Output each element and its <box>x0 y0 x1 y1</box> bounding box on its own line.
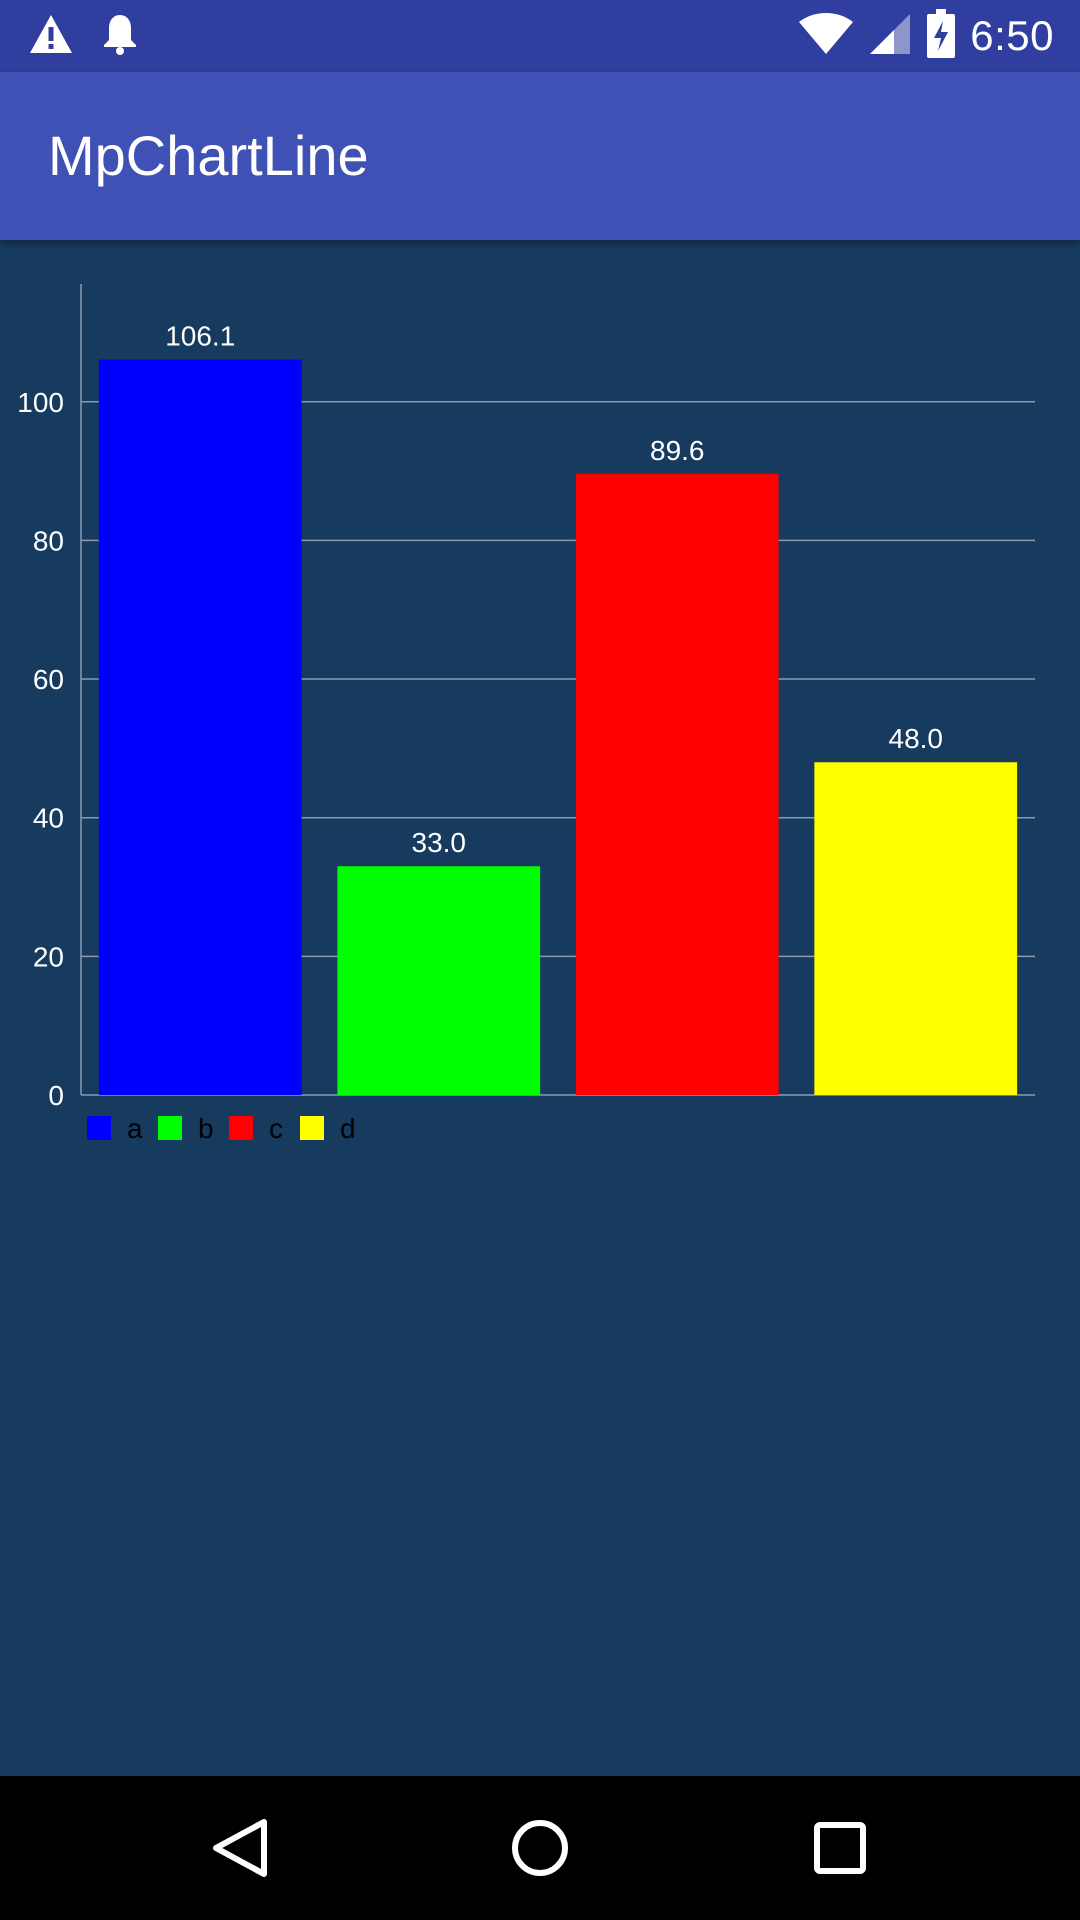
bar-b[interactable] <box>337 866 541 1095</box>
home-button[interactable] <box>504 1812 576 1884</box>
back-button[interactable] <box>204 1812 276 1884</box>
bar-value-label: 33.0 <box>412 827 467 858</box>
bar-a[interactable] <box>98 359 302 1095</box>
app-title: MpChartLine <box>48 124 369 187</box>
y-tick-label: 100 <box>17 387 64 418</box>
legend-label-c: c <box>269 1113 283 1144</box>
bar-value-label: 48.0 <box>889 723 944 754</box>
legend-label-b: b <box>198 1113 214 1144</box>
bar-d[interactable] <box>814 762 1018 1095</box>
recents-icon <box>814 1822 866 1874</box>
wifi-icon <box>798 12 854 60</box>
y-tick-label: 20 <box>33 941 64 972</box>
home-icon <box>512 1820 568 1876</box>
back-icon <box>213 1819 267 1877</box>
cell-signal-icon <box>868 12 912 60</box>
navigation-bar <box>0 1776 1080 1920</box>
status-right-icons: 6:50 <box>798 9 1054 63</box>
warning-icon <box>28 13 74 59</box>
status-time: 6:50 <box>970 12 1054 59</box>
y-tick-label: 80 <box>33 525 64 556</box>
battery-charging-icon <box>926 9 956 63</box>
status-bar: 6:50 <box>0 0 1080 72</box>
app-bar: MpChartLine <box>0 72 1080 240</box>
legend-swatch-b <box>158 1116 182 1140</box>
status-left-icons <box>28 14 138 58</box>
y-tick-label: 60 <box>33 664 64 695</box>
legend-swatch-a <box>87 1116 111 1140</box>
content-area: 0 20 40 60 80 100 106.1 33.0 89.6 48.0 a b c d <box>0 240 1080 1776</box>
legend-swatch-d <box>300 1116 324 1140</box>
legend-swatch-c <box>229 1116 253 1140</box>
bar-c[interactable] <box>575 473 779 1095</box>
bar-chart[interactable]: 0 20 40 60 80 100 106.1 33.0 89.6 48.0 a b c d <box>0 240 1080 1776</box>
y-tick-label: 40 <box>33 803 64 834</box>
legend-label-d: d <box>340 1113 356 1144</box>
notification-bell-icon <box>102 13 138 59</box>
recents-button[interactable] <box>804 1812 876 1884</box>
bar-value-label: 89.6 <box>650 435 705 466</box>
y-tick-label: 0 <box>48 1080 64 1111</box>
bar-value-label: 106.1 <box>165 320 235 351</box>
legend-label-a: a <box>127 1113 143 1144</box>
